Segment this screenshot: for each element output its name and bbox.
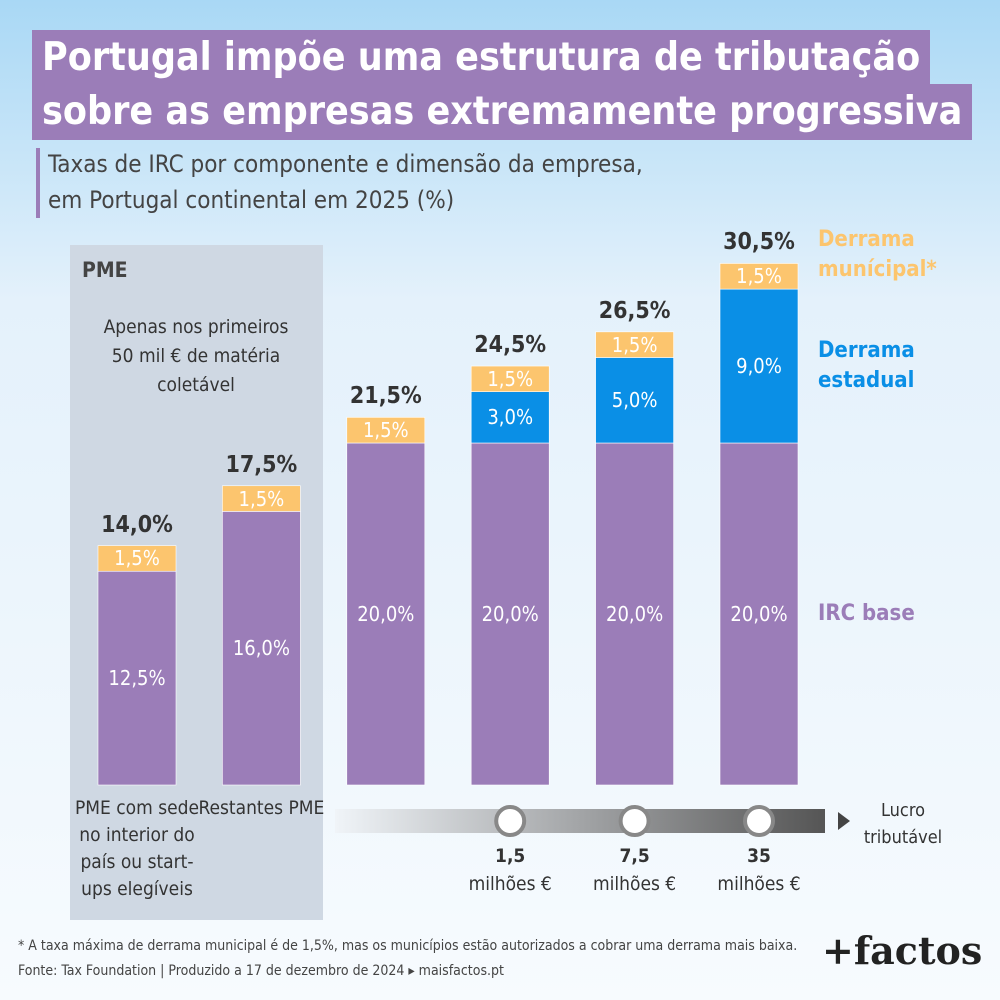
bar-segment [470,442,550,786]
threshold-unit: milhões € [717,873,801,895]
threshold-value: 1,5 [495,845,526,867]
total-label: 24,5% [474,332,547,359]
bar-segment [595,357,674,444]
value-label: 5,0% [611,388,658,413]
bar-segment [719,263,799,290]
total-label: 17,5% [225,451,298,478]
value-label: 9,0% [736,354,782,379]
threshold-value: 35 [747,845,771,867]
total-label: 26,5% [598,297,671,324]
value-label: 16,0% [232,636,290,661]
bar-segment [222,485,301,512]
threshold-marker [743,805,775,837]
x-tick-label: PME com sede no interior do país ou star… [74,797,200,900]
legend-label: Derrama munícipal* [818,227,937,283]
bar-segment [595,442,674,786]
bar-segment [470,365,550,392]
value-label: 1,5% [736,264,782,289]
total-label: 14,0% [101,511,173,538]
panel-note: Apenas nos primeiros 50 mil € de matéria… [103,316,289,396]
value-label: 1,5% [362,418,409,443]
subtitle-bar [36,148,40,218]
title-line: sobre as empresas extremamente progressi… [32,84,973,140]
total-label: 21,5% [349,383,422,410]
value-label: 20,0% [481,602,539,626]
value-label: 20,0% [357,602,415,626]
panel-label: PME [82,258,128,282]
value-label: 1,5% [611,332,658,357]
bar-segment [97,545,177,572]
value-label: 12,5% [108,666,166,691]
subtitle-line: Taxas de IRC por componente e dimensão d… [48,150,643,178]
value-label: 1,5% [487,366,534,391]
title-line: Portugal impõe uma estrutura de tributaç… [32,30,931,86]
x-axis-label: Lucro tributável [863,800,943,848]
bar-segment [346,442,426,786]
x-axis-arrow [838,812,850,830]
threshold-marker [494,805,527,837]
source: Fonte: Tax Foundation | Produzido a 17 d… [18,963,504,979]
bar-segment [222,511,301,786]
threshold-value: 7,5 [619,845,650,867]
bar-segment [346,417,426,444]
value-label: 3,0% [487,405,534,430]
value-label: 1,5% [238,486,285,511]
value-label: 20,0% [730,602,788,626]
legend-label: IRC base [818,601,915,626]
bar-segment [595,331,674,358]
logo: +factos [822,928,983,973]
bar-segment [719,442,799,786]
threshold-unit: milhões € [468,873,552,895]
threshold-marker [618,805,651,837]
threshold-unit: milhões € [593,873,677,895]
footnote: * A taxa máxima de derrama municipal é d… [18,938,798,954]
bar-segment [719,288,799,444]
value-label: 20,0% [606,602,664,626]
legend-label: Derrama estadual [818,338,915,394]
x-tick-label: Restantes PME [198,797,325,819]
total-label: 30,5% [723,229,795,256]
subtitle-line: em Portugal continental em 2025 (%) [48,186,455,214]
bar-segment [470,391,550,444]
value-label: 1,5% [114,546,160,571]
